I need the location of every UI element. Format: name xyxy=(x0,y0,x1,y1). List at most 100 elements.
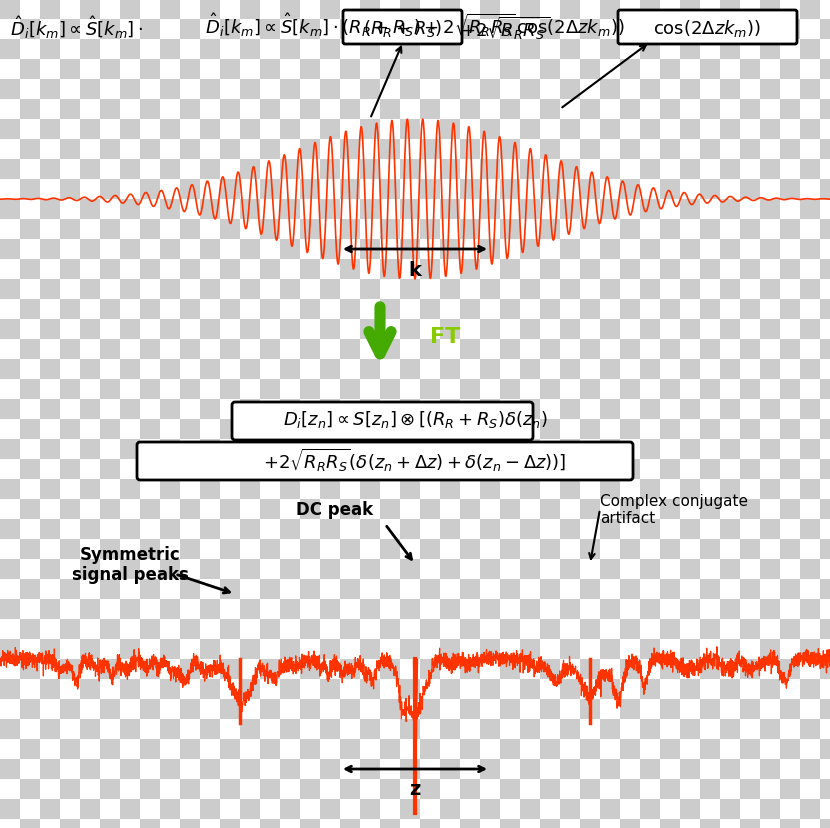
Bar xyxy=(20,639,40,659)
Bar xyxy=(460,120,480,140)
Bar xyxy=(460,40,480,60)
Bar xyxy=(20,219,40,240)
Bar xyxy=(700,739,720,759)
Bar xyxy=(40,779,60,799)
Bar xyxy=(460,240,480,260)
Bar xyxy=(140,779,160,799)
Bar xyxy=(20,759,40,779)
Bar xyxy=(500,219,520,240)
Text: Complex conjugate
artifact: Complex conjugate artifact xyxy=(600,493,748,526)
Bar xyxy=(160,140,180,160)
Bar xyxy=(460,339,480,359)
Bar xyxy=(100,300,120,320)
Bar xyxy=(580,0,600,20)
Bar xyxy=(440,679,460,699)
Bar xyxy=(680,539,700,560)
Bar xyxy=(580,80,600,100)
Bar xyxy=(720,320,740,339)
Bar xyxy=(260,140,280,160)
Bar xyxy=(540,519,560,539)
Bar xyxy=(280,40,300,60)
Bar xyxy=(480,799,500,819)
Bar xyxy=(760,759,780,779)
Bar xyxy=(340,300,360,320)
Bar xyxy=(160,379,180,400)
Bar xyxy=(440,599,460,619)
Bar xyxy=(760,280,780,300)
Bar xyxy=(640,400,660,420)
Bar xyxy=(720,580,740,599)
Bar xyxy=(660,759,680,779)
Bar xyxy=(260,300,280,320)
Bar xyxy=(600,519,620,539)
Bar xyxy=(640,60,660,80)
Bar xyxy=(780,519,800,539)
Bar xyxy=(360,539,380,560)
Bar xyxy=(500,699,520,720)
Bar xyxy=(780,599,800,619)
Bar xyxy=(720,160,740,180)
Bar xyxy=(400,80,420,100)
Bar xyxy=(720,400,740,420)
Bar xyxy=(340,400,360,420)
Bar xyxy=(540,739,560,759)
Bar xyxy=(820,420,830,440)
Bar xyxy=(20,659,40,679)
Bar xyxy=(440,40,460,60)
Bar xyxy=(520,580,540,599)
Bar xyxy=(680,420,700,440)
Bar xyxy=(460,80,480,100)
Bar xyxy=(400,280,420,300)
Bar xyxy=(500,300,520,320)
Bar xyxy=(780,100,800,120)
Bar xyxy=(340,679,360,699)
Bar xyxy=(580,420,600,440)
Bar xyxy=(0,779,20,799)
Bar xyxy=(500,460,520,479)
Bar xyxy=(520,799,540,819)
Bar xyxy=(660,619,680,639)
Bar xyxy=(640,200,660,219)
Bar xyxy=(500,499,520,519)
Bar xyxy=(720,479,740,499)
Bar xyxy=(400,599,420,619)
Bar xyxy=(160,260,180,280)
Bar xyxy=(260,659,280,679)
Bar xyxy=(820,460,830,479)
Bar xyxy=(160,479,180,499)
Bar xyxy=(300,80,320,100)
Bar xyxy=(60,60,80,80)
Bar xyxy=(420,420,440,440)
Bar xyxy=(800,720,820,739)
Bar xyxy=(0,659,20,679)
Bar xyxy=(420,60,440,80)
Bar xyxy=(200,219,220,240)
Bar xyxy=(740,120,760,140)
Bar xyxy=(300,440,320,460)
Bar xyxy=(80,400,100,420)
Bar xyxy=(180,699,200,720)
Bar xyxy=(380,499,400,519)
Bar xyxy=(420,280,440,300)
Bar xyxy=(280,60,300,80)
Bar xyxy=(280,260,300,280)
Bar xyxy=(580,519,600,539)
Bar xyxy=(400,799,420,819)
Bar xyxy=(760,160,780,180)
Bar xyxy=(580,720,600,739)
Bar xyxy=(420,400,440,420)
Bar xyxy=(820,160,830,180)
Bar xyxy=(100,499,120,519)
Bar xyxy=(120,40,140,60)
Bar xyxy=(80,440,100,460)
Bar xyxy=(340,639,360,659)
Bar xyxy=(800,180,820,200)
Bar xyxy=(0,339,20,359)
Bar xyxy=(60,619,80,639)
Bar xyxy=(440,60,460,80)
Bar xyxy=(700,679,720,699)
Bar xyxy=(140,180,160,200)
Bar xyxy=(400,759,420,779)
Bar xyxy=(580,679,600,699)
Bar xyxy=(680,699,700,720)
